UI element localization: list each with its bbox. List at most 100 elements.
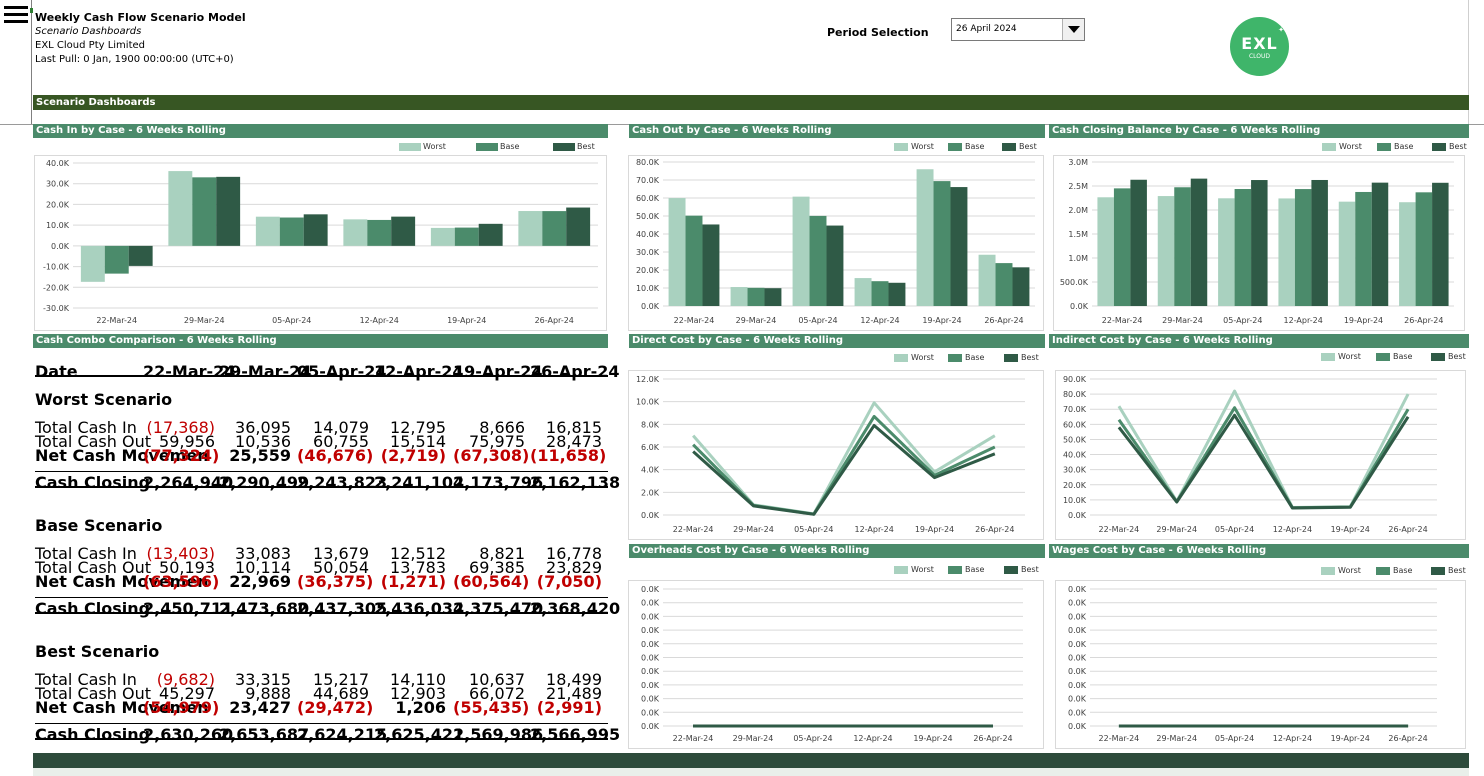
- y-tick-label: 1.5M: [1068, 230, 1088, 239]
- y-tick-label: 0.0K: [641, 640, 660, 649]
- table-cell: 2,290,499: [219, 473, 310, 492]
- x-tick-label: 26-Apr-24: [984, 316, 1023, 325]
- legend-swatch: [894, 354, 908, 362]
- exl-cloud-logo: ✦ EXL CLOUD: [1230, 17, 1289, 76]
- x-tick-label: 19-Apr-24: [447, 316, 486, 325]
- chart-cash-out[interactable]: 0.0K 10.0K 20.0K 30.0K 40.0K 50.0K 60.0K 70.0K 8…: [628, 155, 1044, 331]
- table-cell: 14,110: [390, 670, 446, 689]
- bar-worst: [1278, 198, 1295, 306]
- legend-label: Best: [1448, 566, 1466, 575]
- hamburger-menu-icon[interactable]: [4, 6, 28, 24]
- y-tick-label: 90.0K: [1063, 375, 1087, 384]
- table-header-row: Date 22-Mar-24 29-Mar-24 05-Apr-24 12-Apr-24…: [35, 362, 620, 381]
- table-cell: 18,499: [546, 670, 602, 689]
- legend-swatch: [948, 566, 962, 574]
- x-tick-label: 05-Apr-24: [1223, 316, 1262, 325]
- table-cell: 29-Mar-24: [219, 362, 312, 381]
- table-cell: 1,206: [395, 698, 446, 717]
- x-tick-label: 19-Apr-24: [913, 734, 952, 743]
- y-tick-label: 30.0K: [1063, 466, 1087, 475]
- table-row: Total Cash In (9,682) 33,315 15,217 14,110 10…: [35, 670, 607, 689]
- y-tick-label: 4.0K: [641, 466, 660, 475]
- x-tick-label: 29-Mar-24: [733, 734, 774, 743]
- chart-overheads-cost[interactable]: 0.0K 0.0K 0.0K 0.0K 0.0K 0.0K 0.0K 0.0K 0.0K 0.0K…: [628, 580, 1044, 749]
- x-tick-label: 05-Apr-24: [794, 525, 833, 534]
- legend-label: Worst: [911, 142, 934, 151]
- chart-cash-in[interactable]: -30.0K -20.0K -10.0K 0.0K 10.0K 20.0K 30.0K 40.…: [34, 155, 607, 331]
- table-cell: (55,435): [453, 698, 530, 717]
- table-rule: [35, 375, 608, 377]
- y-tick-label: 0.0K: [1068, 695, 1087, 704]
- bar-base: [747, 287, 765, 306]
- table-row: Cash Closing 2,264,940 2,290,499 2,243,823 2…: [35, 473, 620, 492]
- x-tick-label: 29-Mar-24: [733, 525, 774, 534]
- table-cell: 2,566,995: [530, 725, 621, 744]
- section-cash-combo: Cash Combo Comparison - 6 Weeks Rolling: [33, 334, 608, 348]
- bar-best: [1012, 267, 1030, 306]
- table-cell: 16,815: [546, 418, 602, 437]
- row-label: Total Cash In: [35, 544, 137, 563]
- chart-indirect-cost-svg: 0.0K 10.0K 20.0K 30.0K 40.0K 50.0K 60.0K 70.0K 8…: [1063, 375, 1437, 534]
- y-tick-label: 30.0K: [46, 180, 70, 189]
- table-cell: 05-Apr-24: [297, 362, 387, 381]
- chart-wages-cost[interactable]: 0.0K 0.0K 0.0K 0.0K 0.0K 0.0K 0.0K 0.0K 0.0K 0.0K…: [1055, 580, 1466, 749]
- bar-base: [542, 211, 567, 246]
- row-header-divider: [31, 0, 32, 124]
- chart-cash-closing[interactable]: 0.0K 500.0K 1.0M 1.5M 2.0M 2.5M 3.0M 22-Mar-24 2…: [1053, 155, 1465, 331]
- table-cell: 60,755: [313, 432, 369, 451]
- table-row: Net Cash Movemen (77,324) 25,559 (46,676) (2…: [35, 446, 607, 465]
- y-tick-label: 10.0K: [636, 398, 660, 407]
- legend-label: Base: [965, 565, 985, 574]
- period-selection-dropdown[interactable]: 26 April 2024: [951, 18, 1085, 41]
- last-pull-timestamp: Last Pull: 0 Jan, 1900 00:00:00 (UTC+0): [35, 54, 234, 65]
- line-best: [1117, 413, 1410, 510]
- table-cell: 45,297: [159, 684, 215, 703]
- bar-worst: [1338, 201, 1356, 306]
- legend-cash-closing: Worst Base Best: [1322, 142, 1472, 154]
- x-tick-label: 05-Apr-24: [1215, 734, 1254, 743]
- table-cell: 13,783: [390, 558, 446, 577]
- bar-worst: [255, 216, 280, 246]
- bar-best: [702, 224, 720, 306]
- section-indirect-cost: Indirect Cost by Case - 6 Weeks Rolling: [1049, 334, 1469, 348]
- table-cell: (29,472): [297, 698, 374, 717]
- legend-swatch: [1321, 353, 1335, 361]
- chart-indirect-cost[interactable]: 0.0K 10.0K 20.0K 30.0K 40.0K 50.0K 60.0K 70.0K 8…: [1055, 370, 1466, 540]
- row-label: Total Cash In: [35, 670, 137, 689]
- table-cell: 10,536: [235, 432, 291, 451]
- bar-worst: [730, 287, 748, 306]
- legend-label: Best: [1021, 353, 1039, 362]
- bar-base: [685, 215, 703, 306]
- dropdown-button[interactable]: [1062, 19, 1084, 40]
- legend-label: Worst: [1339, 142, 1362, 151]
- y-tick-label: 3.0M: [1068, 158, 1088, 167]
- chart-cash-out-svg: 0.0K 10.0K 20.0K 30.0K 40.0K 50.0K 60.0K 70.0K 8…: [636, 158, 1035, 325]
- y-tick-label: 40.0K: [636, 230, 660, 239]
- legend-swatch: [1377, 143, 1391, 151]
- section-overheads-cost: Overheads Cost by Case - 6 Weeks Rolling: [629, 544, 1045, 558]
- y-tick-label: 2.0K: [641, 488, 660, 497]
- model-title: Weekly Cash Flow Scenario Model: [35, 11, 246, 24]
- x-tick-label: 05-Apr-24: [1215, 525, 1254, 534]
- y-tick-label: 0.0K: [1068, 599, 1087, 608]
- table-cell: 50,054: [313, 558, 369, 577]
- legend-label: Worst: [423, 142, 446, 151]
- table-row: Net Cash Movemen (63,596) 22,969 (36,375) (1…: [35, 572, 607, 591]
- x-tick-label: 19-Apr-24: [1344, 316, 1383, 325]
- bar-best: [764, 288, 782, 306]
- row-label: Cash Closing: [35, 473, 151, 492]
- y-tick-label: -30.0K: [43, 304, 70, 313]
- y-tick-label: 80.0K: [1063, 390, 1087, 399]
- chart-direct-cost[interactable]: 0.0K 2.0K 4.0K 6.0K 8.0K 10.0K 12.0K 22-Mar-24 2…: [628, 370, 1044, 540]
- y-tick-label: -20.0K: [43, 283, 70, 292]
- y-tick-label: 60.0K: [636, 194, 660, 203]
- table-cell: (46,676): [297, 446, 374, 465]
- y-tick-label: 10.0K: [46, 221, 70, 230]
- table-cell: 2,569,986: [453, 725, 544, 744]
- period-selection-label: Period Selection: [827, 26, 929, 39]
- x-tick-label: 19-Apr-24: [915, 525, 954, 534]
- x-tick-label: 29-Mar-24: [184, 316, 225, 325]
- period-selection-value: 26 April 2024: [956, 24, 1017, 34]
- bar-best: [1311, 179, 1328, 306]
- bar-best: [478, 223, 503, 246]
